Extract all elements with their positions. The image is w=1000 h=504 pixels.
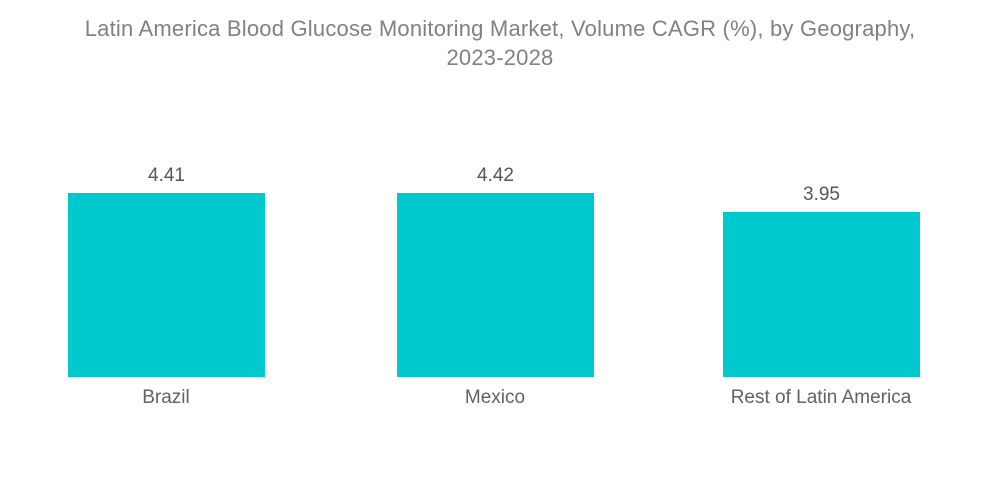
category-label-rest-of-latin-america: Rest of Latin America [730,387,912,408]
bar-group-rest-of-latin-america: 3.95 [723,184,920,377]
bar-group-brazil: 4.41 [68,165,265,377]
bar-mexico [397,192,594,377]
category-label-brazil: Brazil [142,387,190,408]
bar-brazil [68,192,265,377]
value-label-brazil: 4.41 [148,164,185,186]
chart-title-line2: 2023-2028 [446,45,554,70]
value-label-rest-of-latin-america: 3.95 [803,184,840,206]
category-axis: Brazil Mexico Rest of Latin America [0,387,1000,411]
chart-title: Latin America Blood Glucose Monitoring M… [0,14,1000,72]
chart-title-line1: Latin America Blood Glucose Monitoring M… [84,16,916,41]
category-label-mexico: Mexico [464,387,526,408]
plot-area: 4.41 4.42 3.95 [68,164,920,377]
bar-group-mexico: 4.42 [397,164,594,377]
bar-rest-of-latin-america [723,212,920,377]
value-label-mexico: 4.42 [477,164,514,186]
